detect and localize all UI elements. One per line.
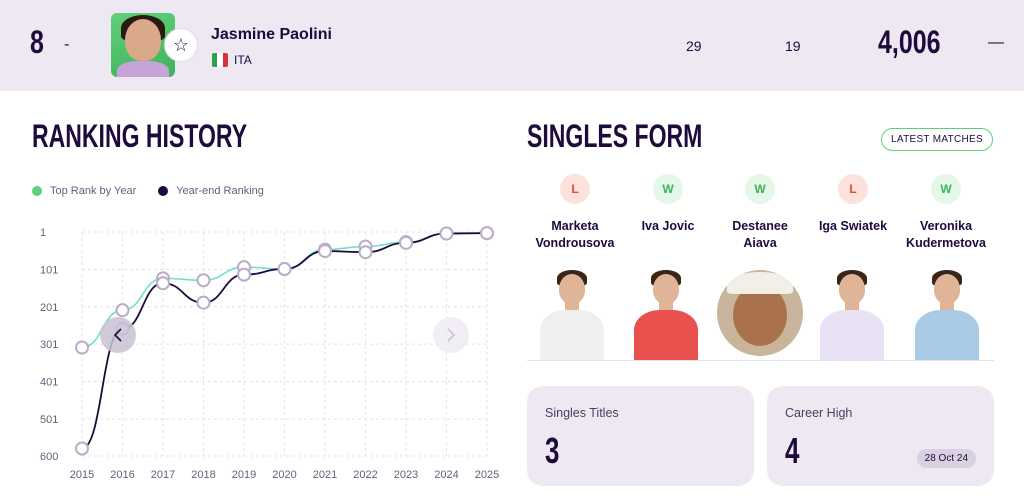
x-tick-label: 2022 bbox=[353, 469, 377, 481]
opponent-name: Marketa Vondrousova bbox=[527, 218, 623, 254]
data-point[interactable] bbox=[196, 273, 211, 288]
star-icon: ☆ bbox=[172, 34, 190, 55]
data-point[interactable] bbox=[318, 244, 332, 259]
data-point[interactable] bbox=[399, 235, 413, 250]
y-tick-label: 301 bbox=[40, 339, 58, 351]
singles-titles-card: Singles Titles 3 bbox=[527, 386, 754, 486]
favorite-button[interactable]: ☆ bbox=[164, 28, 198, 62]
data-point[interactable] bbox=[358, 245, 373, 260]
opponent-name: Veronika Kudermetova bbox=[898, 218, 994, 254]
rank-movement: - bbox=[64, 36, 70, 53]
opponent-name-line1: Iga Swiatek bbox=[818, 219, 888, 233]
opponent-name-line2: Aiava bbox=[743, 236, 777, 250]
career-high-card: Career High 4 28 Oct 24 bbox=[767, 386, 994, 486]
opponent-name-line1: Iva Jovic bbox=[641, 219, 695, 233]
chevron-left-icon bbox=[113, 328, 122, 342]
career-high-label: Career High bbox=[785, 406, 853, 420]
italy-flag-icon bbox=[212, 53, 228, 67]
opponent-name-line2: Vondrousova bbox=[535, 236, 615, 250]
data-point[interactable] bbox=[115, 303, 130, 318]
match-item[interactable]: W Destanee Aiava bbox=[712, 174, 808, 254]
x-tick-label: 2016 bbox=[110, 469, 134, 481]
chevron-right-icon bbox=[447, 328, 456, 342]
y-tick-label: 600 bbox=[40, 451, 58, 463]
chart-legend: Top Rank by Year Year-end Ranking bbox=[32, 185, 286, 197]
legend-dot-top-rank bbox=[32, 186, 42, 196]
match-result-badge: L bbox=[560, 174, 590, 204]
legend-label-year-end: Year-end Ranking bbox=[176, 185, 264, 197]
y-tick-label: 501 bbox=[40, 414, 58, 426]
opponent-name-line2: Kudermetova bbox=[906, 236, 986, 250]
career-high-value: 4 bbox=[785, 430, 800, 471]
data-point[interactable] bbox=[439, 226, 454, 241]
legend-item-year-end[interactable]: Year-end Ranking bbox=[158, 185, 264, 197]
x-tick-label: 2024 bbox=[434, 469, 458, 481]
opponent-photo bbox=[812, 268, 892, 360]
y-tick-label: 1 bbox=[40, 227, 46, 239]
latest-matches-button[interactable]: LATEST MATCHES bbox=[881, 128, 993, 151]
data-point[interactable] bbox=[480, 226, 494, 241]
singles-titles-value: 3 bbox=[545, 430, 560, 471]
ranking-chart: 1 101 201 301 401 501 600 2015 2016 2017 2018 2019 2… bbox=[40, 226, 499, 481]
match-item[interactable]: W Veronika Kudermetova bbox=[898, 174, 994, 254]
avatar-face bbox=[125, 19, 161, 61]
opponent-name: Iva Jovic bbox=[620, 218, 716, 254]
player-rank: 8 bbox=[30, 24, 44, 60]
legend-label-top-rank: Top Rank by Year bbox=[50, 185, 137, 197]
x-tick-label: 2017 bbox=[151, 469, 175, 481]
x-tick-label: 2020 bbox=[272, 469, 296, 481]
player-header: 8 - ☆ Jasmine Paolini ITA 29 19 4,006 — bbox=[0, 0, 1024, 91]
opponent-photo-highlight[interactable] bbox=[717, 270, 803, 356]
opponent-photo bbox=[907, 268, 987, 360]
opponent-name-line1: Destanee bbox=[732, 219, 788, 233]
x-tick-label: 2018 bbox=[191, 469, 215, 481]
x-tick-label: 2025 bbox=[475, 469, 499, 481]
y-tick-label: 101 bbox=[40, 264, 58, 276]
player-points: 4,006 bbox=[878, 24, 941, 60]
opponent-photo bbox=[532, 268, 612, 360]
career-high-date: 28 Oct 24 bbox=[916, 449, 976, 468]
opponent-name-line1: Marketa bbox=[551, 219, 599, 233]
opponent-name: Destanee Aiava bbox=[712, 218, 808, 254]
opponent-name-line1: Veronika bbox=[919, 219, 973, 233]
y-tick-label: 401 bbox=[40, 377, 58, 389]
x-tick-label: 2023 bbox=[394, 469, 418, 481]
data-point[interactable] bbox=[196, 295, 211, 310]
stat-a: 29 bbox=[686, 38, 702, 54]
data-point[interactable] bbox=[237, 267, 251, 282]
chart-next-button[interactable] bbox=[433, 317, 469, 353]
legend-dot-year-end bbox=[158, 186, 169, 196]
match-result-badge: W bbox=[745, 174, 775, 204]
data-point[interactable] bbox=[75, 441, 89, 456]
data-point[interactable] bbox=[75, 340, 89, 355]
match-item[interactable]: W Iva Jovic bbox=[620, 174, 716, 254]
y-tick-label: 201 bbox=[40, 302, 58, 314]
x-tick-label: 2015 bbox=[70, 469, 94, 481]
x-tick-label: 2019 bbox=[232, 469, 256, 481]
data-point[interactable] bbox=[277, 262, 292, 277]
match-result-badge: W bbox=[653, 174, 683, 204]
trailing-value: — bbox=[988, 34, 1004, 51]
singles-titles-label: Singles Titles bbox=[545, 406, 619, 420]
ranking-history-title: RANKING HISTORY bbox=[32, 118, 248, 154]
match-result-badge: L bbox=[838, 174, 868, 204]
match-item[interactable]: L Marketa Vondrousova bbox=[527, 174, 623, 254]
singles-form-title: SINGLES FORM bbox=[527, 118, 703, 154]
opponent-photo bbox=[626, 268, 706, 360]
match-item[interactable]: L Iga Swiatek bbox=[805, 174, 901, 254]
opponent-name: Iga Swiatek bbox=[805, 218, 901, 254]
player-country: ITA bbox=[234, 53, 252, 67]
divider bbox=[527, 360, 994, 361]
avatar-body bbox=[117, 61, 169, 77]
match-result-badge: W bbox=[931, 174, 961, 204]
legend-item-top-rank[interactable]: Top Rank by Year bbox=[32, 185, 136, 197]
chart-prev-button[interactable] bbox=[100, 317, 136, 353]
data-point[interactable] bbox=[156, 276, 170, 291]
player-name[interactable]: Jasmine Paolini bbox=[211, 26, 332, 43]
stat-b: 19 bbox=[785, 38, 801, 54]
x-tick-label: 2021 bbox=[313, 469, 337, 481]
